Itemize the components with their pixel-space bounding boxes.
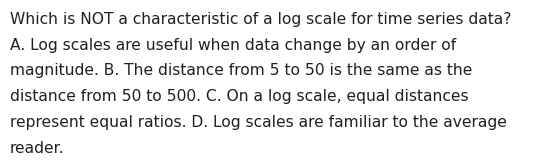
Text: A. Log scales are useful when data change by an order of: A. Log scales are useful when data chang… — [10, 38, 456, 53]
Text: magnitude. B. The distance from 5 to 50 is the same as the: magnitude. B. The distance from 5 to 50 … — [10, 63, 473, 78]
Text: distance from 50 to 500. C. On a log scale, equal distances: distance from 50 to 500. C. On a log sca… — [10, 89, 469, 104]
Text: reader.: reader. — [10, 141, 65, 156]
Text: represent equal ratios. D. Log scales are familiar to the average: represent equal ratios. D. Log scales ar… — [10, 115, 507, 130]
Text: Which is NOT a characteristic of a log scale for time series data?: Which is NOT a characteristic of a log s… — [10, 12, 512, 27]
